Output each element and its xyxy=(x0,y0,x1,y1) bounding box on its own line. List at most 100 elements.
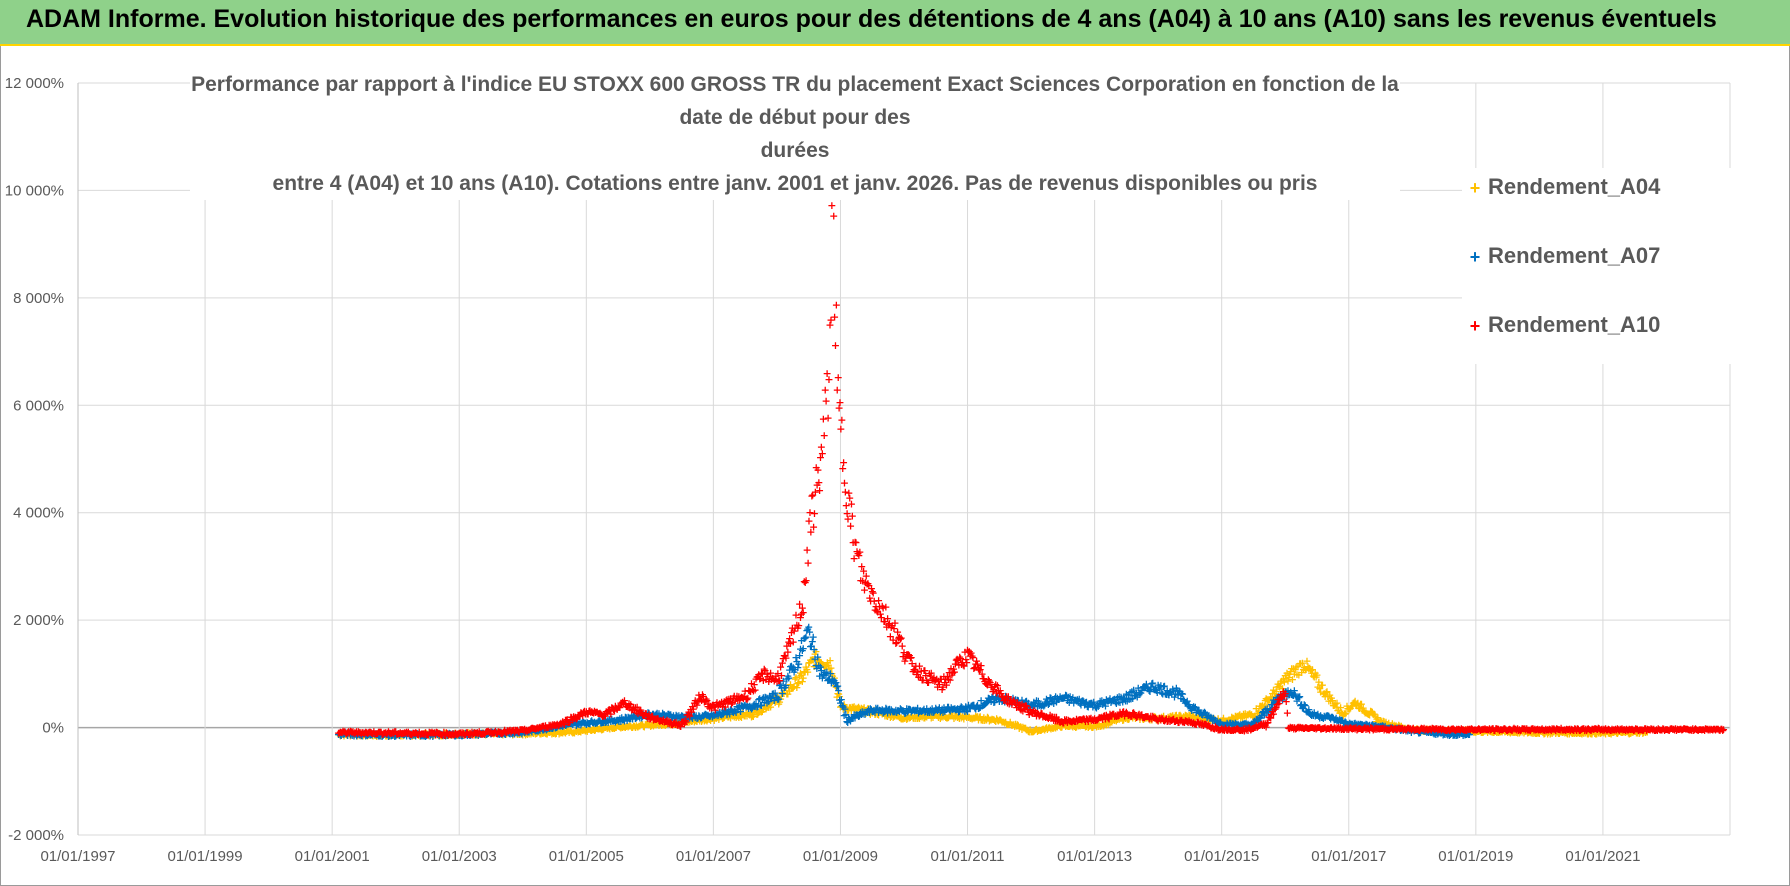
data-point: + xyxy=(800,665,809,678)
data-point: + xyxy=(397,728,406,741)
data-point: + xyxy=(536,727,545,740)
data-point: + xyxy=(679,714,688,727)
data-point: + xyxy=(405,727,414,740)
data-point: + xyxy=(1066,719,1075,732)
data-point: + xyxy=(385,730,394,743)
data-point: + xyxy=(750,704,759,717)
data-point: + xyxy=(879,707,888,720)
data-point: + xyxy=(877,705,886,718)
data-point: + xyxy=(451,729,460,742)
series-Rendement_A04: ++++++++++++++++++++++++++++++++++++++++… xyxy=(334,645,1652,743)
data-point: + xyxy=(967,713,976,726)
data-point: + xyxy=(672,718,681,731)
data-point: + xyxy=(760,700,769,713)
data-point: + xyxy=(542,728,551,741)
data-point: + xyxy=(715,709,724,722)
data-point: + xyxy=(402,727,411,740)
data-point: + xyxy=(698,713,707,726)
data-point: + xyxy=(547,727,556,740)
data-point: + xyxy=(571,725,580,738)
data-point: + xyxy=(870,708,879,721)
data-point: + xyxy=(463,728,472,741)
data-point: + xyxy=(583,725,592,738)
data-point: + xyxy=(929,708,938,721)
data-point: + xyxy=(691,714,700,727)
data-point: + xyxy=(1061,720,1070,733)
data-point: + xyxy=(1054,719,1063,732)
data-point: + xyxy=(525,726,534,739)
data-point: + xyxy=(907,710,916,723)
data-point: + xyxy=(634,720,643,733)
data-point: + xyxy=(344,727,353,740)
data-point: + xyxy=(1007,719,1016,732)
data-point: + xyxy=(790,672,799,685)
data-point: + xyxy=(413,727,422,740)
data-point: + xyxy=(721,710,730,723)
data-point: + xyxy=(778,686,787,699)
data-point: + xyxy=(613,720,622,733)
data-point: + xyxy=(946,709,955,722)
data-point: + xyxy=(975,710,984,723)
data-point: + xyxy=(417,728,426,741)
data-point: + xyxy=(505,727,514,740)
data-point: + xyxy=(627,721,636,734)
data-point: + xyxy=(908,712,917,725)
data-point: + xyxy=(560,726,569,739)
data-point: + xyxy=(900,712,909,725)
data-point: + xyxy=(382,729,391,742)
data-point: + xyxy=(1060,719,1069,732)
data-point: + xyxy=(940,710,949,723)
data-point: + xyxy=(843,704,852,717)
data-point: + xyxy=(789,682,798,695)
data-point: + xyxy=(431,727,440,740)
data-point: + xyxy=(1013,718,1022,731)
data-point: + xyxy=(661,719,670,732)
data-point: + xyxy=(1044,722,1053,735)
data-point: + xyxy=(992,712,1001,725)
data-point: + xyxy=(809,520,818,533)
data-point: + xyxy=(901,710,910,723)
data-point: + xyxy=(857,701,866,714)
data-point: + xyxy=(915,712,924,725)
data-point: + xyxy=(838,700,847,713)
data-point: + xyxy=(708,712,717,725)
data-point: + xyxy=(932,709,941,722)
x-tick-label: 01/01/2011 xyxy=(931,848,1005,865)
data-point: + xyxy=(757,706,766,719)
data-point: + xyxy=(991,715,1000,728)
data-point: + xyxy=(688,715,697,728)
data-point: + xyxy=(377,728,386,741)
data-point: + xyxy=(450,727,459,740)
data-point: + xyxy=(670,718,679,731)
data-point: + xyxy=(656,717,665,730)
data-point: + xyxy=(430,727,439,740)
data-point: + xyxy=(416,729,425,742)
data-point: + xyxy=(920,711,929,724)
data-point: + xyxy=(911,712,920,725)
data-point: + xyxy=(434,729,443,742)
data-point: + xyxy=(404,727,413,740)
data-point: + xyxy=(844,704,853,717)
data-point: + xyxy=(834,371,843,384)
data-point: + xyxy=(564,726,573,739)
data-point: + xyxy=(346,730,355,743)
data-point: + xyxy=(1006,716,1015,729)
data-point: + xyxy=(856,704,865,717)
data-point: + xyxy=(837,413,846,426)
data-point: + xyxy=(1042,721,1051,734)
data-point: + xyxy=(637,718,646,731)
data-point: + xyxy=(826,662,835,675)
data-point: + xyxy=(737,711,746,724)
data-point: + xyxy=(793,677,802,690)
data-point: + xyxy=(485,726,494,739)
data-point: + xyxy=(1029,725,1038,738)
data-point: + xyxy=(1006,718,1015,731)
data-point: + xyxy=(426,727,435,740)
data-point: + xyxy=(811,645,820,658)
data-point: + xyxy=(365,728,374,741)
data-point: + xyxy=(768,695,777,708)
data-point: + xyxy=(649,720,658,733)
data-point: + xyxy=(514,726,523,739)
data-point: + xyxy=(719,712,728,725)
data-point: + xyxy=(476,728,485,741)
